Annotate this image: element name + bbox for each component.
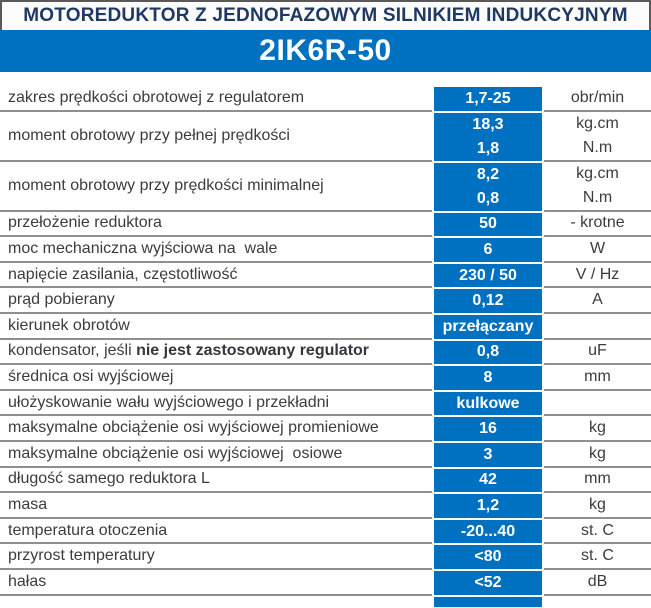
row-value: 230 / 50 bbox=[434, 263, 542, 288]
row-unit: - krotne bbox=[544, 212, 651, 238]
row-value bbox=[434, 596, 542, 607]
row-label-bold: nie jest zastosowany regulator bbox=[136, 342, 370, 360]
row-label: kondensator, jeśli nie jest zastosowany … bbox=[0, 340, 432, 366]
row-unit: V / Hz bbox=[544, 263, 651, 289]
row-value: -20...40 bbox=[434, 519, 542, 544]
table-row: moment obrotowy przy pełnej prędkości 18… bbox=[0, 112, 651, 162]
table-row: przyrost temperatury <80 st. C bbox=[0, 544, 651, 570]
row-unit: mm bbox=[544, 365, 651, 391]
table-row: kondensator, jeśli nie jest zastosowany … bbox=[0, 340, 651, 366]
row-unit: kg.cm N.m bbox=[544, 112, 651, 162]
row-value: <80 bbox=[434, 545, 542, 569]
row-label: prąd pobierany bbox=[0, 288, 432, 314]
row-value: 1,7-25 bbox=[434, 87, 542, 111]
row-value: 50 bbox=[434, 212, 542, 237]
row-label: hałas bbox=[0, 570, 432, 596]
table-row: masa 1,2 kg bbox=[0, 493, 651, 519]
spec-table: zakres prędkości obrotowej z regulatorem… bbox=[0, 86, 651, 608]
row-unit: st. C bbox=[544, 519, 651, 545]
row-value: 1,2 bbox=[434, 494, 542, 518]
row-label: przełożenie reduktora bbox=[0, 212, 432, 238]
row-value: przełączany bbox=[434, 314, 542, 339]
table-row: napięcie zasilania, częstotliwość 230 / … bbox=[0, 263, 651, 289]
row-value: 8,2 0,8 bbox=[434, 162, 542, 211]
row-value: kulkowe bbox=[434, 391, 542, 416]
row-label: kierunek obrotów bbox=[0, 314, 432, 340]
row-unit bbox=[544, 391, 651, 417]
row-unit: kg bbox=[544, 416, 651, 442]
table-row: maksymalne obciążenie osi wyjściowej osi… bbox=[0, 442, 651, 468]
row-label: średnica osi wyjściowej bbox=[0, 365, 432, 391]
model-title: 2IK6R-50 bbox=[259, 34, 392, 67]
row-label: napięcie zasilania, częstotliwość bbox=[0, 263, 432, 289]
row-unit: mm bbox=[544, 468, 651, 494]
table-row: kierunek obrotów przełączany bbox=[0, 314, 651, 340]
row-label: moment obrotowy przy pełnej prędkości bbox=[0, 112, 432, 162]
model-band: 2IK6R-50 bbox=[0, 30, 651, 72]
table-row-cutoff bbox=[0, 596, 651, 608]
row-label: masa bbox=[0, 493, 432, 519]
row-label: zakres prędkości obrotowej z regulatorem bbox=[0, 86, 432, 112]
row-value: 3 bbox=[434, 442, 542, 467]
row-value: 0,8 bbox=[434, 340, 542, 365]
table-row: temperatura otoczenia -20...40 st. C bbox=[0, 519, 651, 545]
table-row: ułożyskowanie wału wyjściowego i przekła… bbox=[0, 391, 651, 417]
row-value: <52 bbox=[434, 570, 542, 595]
row-unit: uF bbox=[544, 340, 651, 366]
row-label: ułożyskowanie wału wyjściowego i przekła… bbox=[0, 391, 432, 417]
row-unit bbox=[544, 314, 651, 340]
row-value: 6 bbox=[434, 238, 542, 262]
row-unit: kg bbox=[544, 442, 651, 468]
spacer bbox=[0, 72, 651, 86]
row-label: długość samego reduktora L bbox=[0, 468, 432, 494]
table-row: moment obrotowy przy prędkości minimalne… bbox=[0, 162, 651, 212]
table-row: maksymalne obciążenie osi wyjściowej pro… bbox=[0, 416, 651, 442]
row-unit: obr/min bbox=[544, 86, 651, 112]
table-row: zakres prędkości obrotowej z regulatorem… bbox=[0, 86, 651, 112]
row-unit: dB bbox=[544, 570, 651, 596]
row-value: 18,3 1,8 bbox=[434, 112, 542, 161]
row-value: 42 bbox=[434, 468, 542, 493]
row-label: moment obrotowy przy prędkości minimalne… bbox=[0, 162, 432, 212]
row-unit: kg.cm N.m bbox=[544, 162, 651, 212]
row-label: maksymalne obciążenie osi wyjściowej pro… bbox=[0, 416, 432, 442]
row-unit: st. C bbox=[544, 544, 651, 570]
table-row: długość samego reduktora L 42 mm bbox=[0, 468, 651, 494]
row-value: 0,12 bbox=[434, 289, 542, 313]
row-label: maksymalne obciążenie osi wyjściowej osi… bbox=[0, 442, 432, 468]
row-value: 16 bbox=[434, 417, 542, 441]
page-title: MOTOREDUKTOR Z JEDNOFAZOWYM SILNIKIEM IN… bbox=[23, 5, 628, 26]
header-title-band: MOTOREDUKTOR Z JEDNOFAZOWYM SILNIKIEM IN… bbox=[0, 0, 651, 30]
row-label: temperatura otoczenia bbox=[0, 519, 432, 545]
table-row: średnica osi wyjściowej 8 mm bbox=[0, 365, 651, 391]
row-unit: W bbox=[544, 237, 651, 263]
row-unit: kg bbox=[544, 493, 651, 519]
table-row: moc mechaniczna wyjściowa na wale 6 W bbox=[0, 237, 651, 263]
table-row: przełożenie reduktora 50 - krotne bbox=[0, 212, 651, 238]
table-row: prąd pobierany 0,12 A bbox=[0, 288, 651, 314]
row-label: moc mechaniczna wyjściowa na wale bbox=[0, 237, 432, 263]
row-label: przyrost temperatury bbox=[0, 544, 432, 570]
table-row: hałas <52 dB bbox=[0, 570, 651, 596]
row-unit: A bbox=[544, 288, 651, 314]
row-value: 8 bbox=[434, 366, 542, 390]
